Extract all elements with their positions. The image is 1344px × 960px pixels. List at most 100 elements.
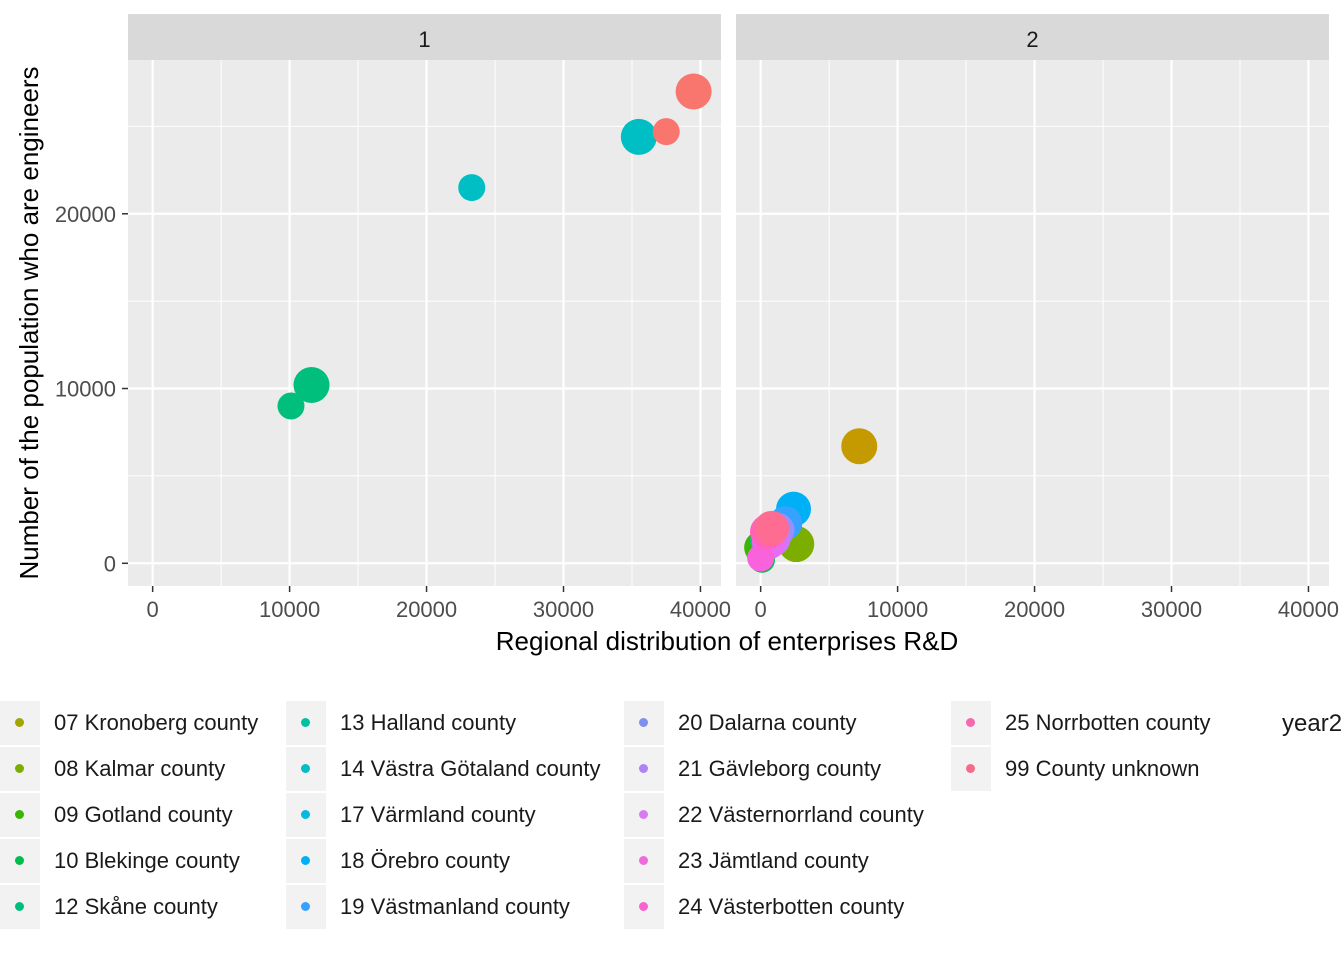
legend-item: 10 Blekinge county	[0, 838, 240, 884]
legend-swatch	[15, 718, 24, 727]
y-tick-label: 20000	[55, 202, 116, 227]
legend-swatch	[301, 718, 310, 727]
legend-label: 22 Västernorrland county	[678, 802, 924, 827]
x-tick-label: 0	[755, 597, 767, 622]
legend-item: 19 Västmanland county	[286, 884, 570, 930]
legend-item: 23 Jämtland county	[624, 838, 869, 884]
legend-key	[0, 701, 40, 745]
legend-item: 08 Kalmar county	[0, 746, 225, 792]
size-legend-title: year2	[1282, 710, 1343, 737]
legend-label: 08 Kalmar county	[54, 756, 226, 781]
x-tick-label: 40000	[670, 597, 731, 622]
legend-key	[286, 701, 326, 745]
y-tick-label: 10000	[55, 377, 116, 402]
legend: 07 Kronoberg county 08 Kalmar county 09 Go…	[0, 700, 1344, 940]
panel-background	[128, 60, 721, 586]
legend-label: 25 Norrbotten county	[1005, 710, 1211, 735]
legend-item: 24 Västerbotten county	[624, 884, 904, 930]
legend-label: 09 Gotland county	[54, 802, 233, 827]
data-point	[675, 73, 712, 110]
legend-label: 13 Halland county	[340, 710, 517, 735]
facet-strip-label: 1	[418, 27, 430, 52]
legend-swatch	[301, 902, 310, 911]
x-tick-label: 40000	[1278, 597, 1339, 622]
data-point	[277, 392, 305, 420]
y-axis-title: Number of the population who are enginee…	[14, 66, 44, 579]
legend-key	[951, 701, 991, 745]
legend-swatch	[639, 810, 648, 819]
legend-label: 99 County unknown	[1005, 756, 1200, 781]
legend-item: 07 Kronoberg county	[0, 700, 258, 746]
x-tick-label: 20000	[396, 597, 457, 622]
legend-key	[624, 747, 664, 791]
legend-swatch	[639, 764, 648, 773]
legend-key	[624, 701, 664, 745]
legend-swatch	[639, 718, 648, 727]
legend-item: 25 Norrbotten county	[951, 700, 1210, 746]
legend-key	[624, 793, 664, 837]
legend-swatch	[301, 856, 310, 865]
legend-item: 21 Gävleborg county	[624, 746, 881, 792]
facet-strip	[736, 14, 1329, 60]
legend-item: 09 Gotland county	[0, 792, 233, 838]
legend-item: 99 County unknown	[951, 746, 1199, 792]
x-tick-label: 0	[147, 597, 159, 622]
legend-swatch	[639, 902, 648, 911]
legend-item: 22 Västernorrland county	[624, 792, 924, 838]
legend-swatch	[301, 764, 310, 773]
legend-label: 24 Västerbotten county	[678, 894, 905, 919]
legend-item: 12 Skåne county	[0, 884, 218, 930]
legend-key	[286, 885, 326, 929]
panel-background	[736, 60, 1329, 586]
legend-key	[624, 839, 664, 883]
legend-swatch	[966, 718, 975, 727]
data-point	[652, 118, 680, 146]
legend-label: 10 Blekinge county	[54, 848, 240, 873]
x-tick-label: 10000	[259, 597, 320, 622]
legend-item: 20 Dalarna county	[624, 700, 857, 746]
facet-panel-2: 2	[736, 14, 1329, 586]
facet-strip-label: 2	[1026, 27, 1038, 52]
legend-swatch	[15, 856, 24, 865]
legend-key	[951, 747, 991, 791]
legend-label: 17 Värmland county	[340, 802, 536, 827]
x-tick-label: 30000	[533, 597, 594, 622]
x-tick-label: 20000	[1004, 597, 1065, 622]
faceted-scatter-chart: 1 2 0 10000 20000 30000 40000 0 10000 20000 30000…	[14, 14, 1339, 656]
x-tick-label: 30000	[1141, 597, 1202, 622]
legend-label: 18 Örebro county	[340, 848, 510, 873]
legend-swatch	[15, 764, 24, 773]
x-tick-label: 10000	[867, 597, 928, 622]
data-point	[841, 428, 878, 465]
x-axis-title: Regional distribution of enterprises R&D	[496, 626, 958, 656]
y-tick-label: 0	[104, 551, 116, 576]
data-point	[458, 174, 486, 202]
legend-label: 12 Skåne county	[54, 894, 218, 919]
legend-key	[624, 885, 664, 929]
legend-swatch	[15, 902, 24, 911]
legend-label: 23 Jämtland county	[678, 848, 869, 873]
legend-label: 07 Kronoberg county	[54, 710, 259, 735]
legend-item: 13 Halland county	[286, 700, 516, 746]
legend-key	[286, 747, 326, 791]
legend-key	[0, 747, 40, 791]
legend-key	[0, 885, 40, 929]
legend-item: 14 Västra Götaland county	[286, 746, 601, 792]
legend-key	[286, 793, 326, 837]
legend-label: 21 Gävleborg county	[678, 756, 882, 781]
legend-swatch	[966, 764, 975, 773]
legend-label: 19 Västmanland county	[340, 894, 570, 919]
facet-panel-1: 1	[128, 14, 721, 586]
legend-swatch	[301, 810, 310, 819]
legend-key	[0, 839, 40, 883]
data-point	[620, 118, 657, 155]
legend-key	[0, 793, 40, 837]
data-point	[754, 510, 790, 546]
data-point	[293, 367, 330, 404]
legend-swatch	[15, 810, 24, 819]
legend-item: 18 Örebro county	[286, 838, 510, 884]
legend-item: 17 Värmland county	[286, 792, 536, 838]
legend-label: 20 Dalarna county	[678, 710, 857, 735]
legend-label: 14 Västra Götaland county	[340, 756, 601, 781]
legend-swatch	[639, 856, 648, 865]
